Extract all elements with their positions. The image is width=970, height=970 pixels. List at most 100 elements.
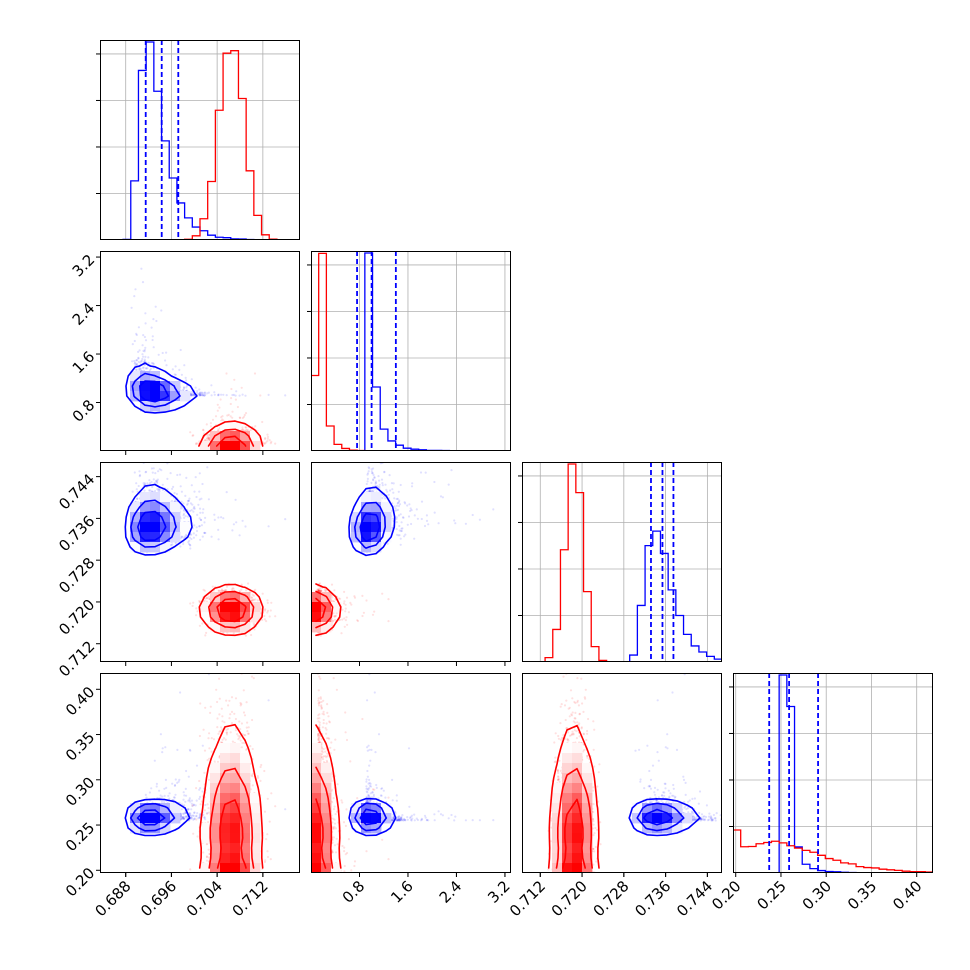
scatter-point (141, 455, 143, 457)
scatter-point (219, 590, 222, 593)
scatter-point (138, 349, 141, 352)
scatter-point (274, 442, 277, 445)
histogram-series-0 (100, 41, 300, 240)
scatter-point (187, 541, 190, 544)
scatter-point (143, 360, 147, 363)
scatter-point (158, 490, 161, 493)
scatter-point (160, 469, 163, 472)
density-cell (160, 391, 171, 402)
scatter-point (219, 398, 222, 401)
scatter-point (153, 481, 156, 484)
contours-series-0 (124, 483, 193, 556)
scatter-point (133, 339, 136, 343)
scatter-point (180, 500, 183, 503)
scatter-point (164, 359, 167, 362)
scatter-point (158, 488, 161, 491)
scatter-point (152, 362, 155, 366)
scatter-point (143, 335, 146, 339)
scatter-point (245, 426, 248, 429)
scatter-point (185, 459, 187, 461)
contour-line (207, 428, 255, 447)
scatter-point (263, 609, 267, 612)
scatter-point (233, 378, 236, 381)
panel-plot-area (125, 267, 287, 451)
scatter-point (220, 516, 223, 519)
scatter-point (234, 398, 237, 401)
density-cell (130, 371, 141, 382)
scatter-point (176, 473, 179, 477)
scatter-point (182, 542, 185, 546)
scatter-point (198, 525, 201, 528)
scatter-point (194, 476, 197, 479)
scatter-point (284, 394, 287, 397)
scatter-point (250, 428, 253, 431)
scatter-point (141, 353, 144, 356)
scatter-point (174, 365, 177, 368)
scatter-point (173, 491, 176, 495)
scatter-point (198, 440, 201, 443)
scatter-point (259, 394, 262, 397)
scatter-point (263, 614, 266, 618)
scatter-point (186, 515, 190, 518)
scatter-point (186, 503, 189, 506)
scatter-point (242, 415, 246, 418)
scatter-point (143, 350, 146, 353)
scatter-point (143, 363, 146, 367)
scatter-point (171, 368, 174, 371)
density-cell (250, 441, 261, 451)
scatter-point (250, 633, 253, 637)
scatter-point (141, 344, 144, 347)
scatter-point (185, 386, 188, 389)
scatter-point (225, 394, 228, 397)
scatter-point (172, 485, 175, 488)
scatter-point (252, 622, 255, 625)
scatter-point (198, 525, 201, 528)
scatter-point (139, 437, 141, 439)
panel-frame (311, 251, 511, 451)
scatter-point (191, 434, 194, 437)
scatter-point (145, 422, 147, 424)
scatter-point (221, 415, 224, 418)
density-cell (160, 381, 171, 392)
scatter-point (151, 338, 154, 342)
scatter-point (225, 491, 228, 494)
scatter-point (266, 611, 269, 614)
scatter-point (198, 624, 201, 627)
scatter-point (138, 475, 141, 478)
scatter-point (149, 367, 153, 370)
scatter-point (189, 544, 192, 547)
scatter-point (182, 502, 185, 505)
scatter-point (252, 598, 255, 601)
density-cell (240, 431, 251, 442)
scatter-point (150, 467, 153, 470)
density-cell (130, 532, 141, 543)
scatter-point (195, 529, 199, 533)
scatter-point (241, 428, 244, 431)
scatter-point (166, 477, 169, 480)
scatter-point (198, 490, 201, 493)
scatter-point (135, 488, 138, 491)
scatter-point (222, 517, 225, 520)
scatter-point (230, 397, 233, 400)
scatter-point (269, 442, 272, 445)
scatter-point (135, 359, 139, 362)
scatter-point (170, 499, 174, 502)
panel-plot-area (100, 40, 300, 240)
scatter-point (266, 440, 269, 443)
scatter-point (131, 490, 134, 493)
scatter-point (217, 394, 220, 397)
scatter-point (209, 425, 213, 428)
scatter-point (143, 358, 146, 361)
scatter-point (217, 393, 220, 397)
scatter-point (144, 471, 147, 474)
density-cell (180, 522, 191, 533)
scatter-point (201, 394, 204, 397)
scatter-point (149, 489, 152, 492)
density-cell (140, 512, 151, 523)
contours-series-0 (125, 362, 198, 414)
scatter-point (142, 334, 145, 337)
scatter-point (134, 288, 137, 291)
scatter-point (156, 478, 159, 481)
